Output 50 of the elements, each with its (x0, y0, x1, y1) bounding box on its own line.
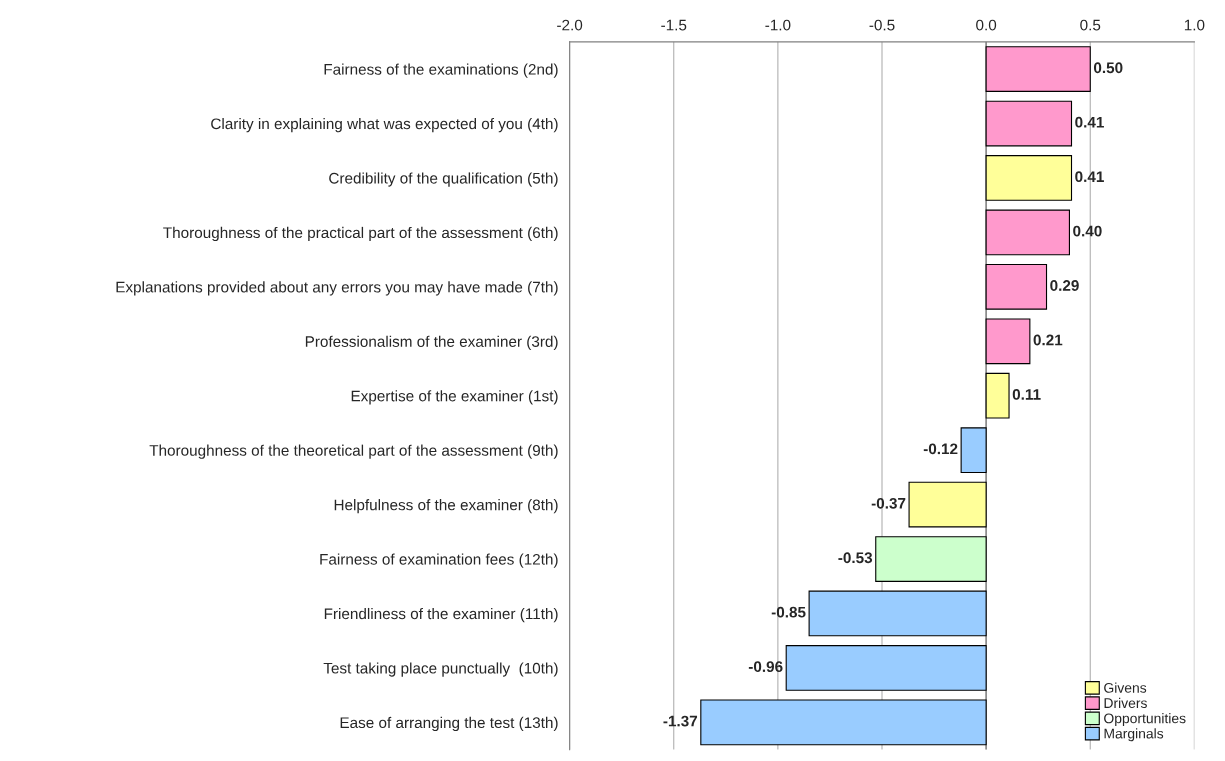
y-tick-label: Fairness of the examinations (2nd) (324, 63, 558, 78)
x-tick-label: 0.0 (976, 19, 997, 31)
y-tick-label: Helpfulness of the examiner (8th) (334, 499, 558, 514)
y-tick-label: Expertise of the examiner (1st) (351, 390, 558, 405)
bar (785, 645, 987, 691)
y-tick-label: Test taking place punctually (10th) (323, 662, 558, 677)
x-tick-label: -1.5 (661, 19, 687, 31)
y-tick-label: Fairness of examination fees (12th) (320, 553, 558, 568)
bar (985, 100, 1073, 147)
data-label: 0.11 (1012, 389, 1041, 400)
bar (700, 699, 987, 746)
x-tick-label: -0.5 (869, 19, 895, 31)
y-tick-label: Ease of arranging the test (13th) (340, 716, 558, 732)
data-label: -0.96 (748, 661, 783, 673)
x-tick-label: -2.0 (557, 19, 583, 31)
data-label: 0.29 (1050, 280, 1079, 291)
bar (985, 209, 1070, 256)
data-label: 0.41 (1075, 116, 1104, 128)
legend-label: Marginals (1104, 728, 1164, 742)
data-label: -0.12 (923, 443, 958, 455)
x-tick-label: -1.0 (765, 19, 791, 31)
y-tick-label: Professionalism of the examiner (3rd) (305, 335, 558, 350)
bar (875, 536, 987, 582)
data-label: 0.21 (1033, 334, 1063, 346)
bar (908, 481, 987, 528)
x-tick-label: 1.0 (1184, 19, 1205, 31)
data-label: -1.37 (663, 715, 698, 727)
data-label: -0.37 (871, 497, 906, 509)
y-tick-label: Thoroughness of the theoretical part of the assessment (9th) (149, 444, 558, 459)
data-label: -0.53 (838, 552, 873, 564)
bar (985, 372, 1010, 419)
bar (985, 263, 1048, 310)
data-label: 0.50 (1093, 62, 1123, 74)
y-tick-label: Clarity in explaining what was expected of you (4th) (211, 117, 558, 133)
bar (985, 46, 1091, 92)
data-label: -0.85 (771, 606, 806, 618)
bar (985, 155, 1073, 201)
legend-label: Opportunities (1104, 713, 1186, 727)
bar (808, 590, 987, 637)
legend-label: Drivers (1104, 697, 1147, 709)
bar (960, 427, 987, 474)
y-tick-label: Explanations provided about any errors you may have made (7th) (116, 281, 558, 296)
data-label: 0.41 (1075, 171, 1104, 183)
bar (985, 318, 1031, 365)
data-label: 0.40 (1073, 225, 1102, 237)
legend-label: Givens (1104, 682, 1147, 693)
y-tick-label: Credibility of the qualification (5th) (329, 172, 558, 187)
y-tick-label: Friendliness of the examiner (11th) (324, 607, 558, 623)
x-tick-label: 0.5 (1080, 19, 1101, 31)
y-tick-label: Thoroughness of the practical part of the assessment (6th) (163, 226, 558, 242)
